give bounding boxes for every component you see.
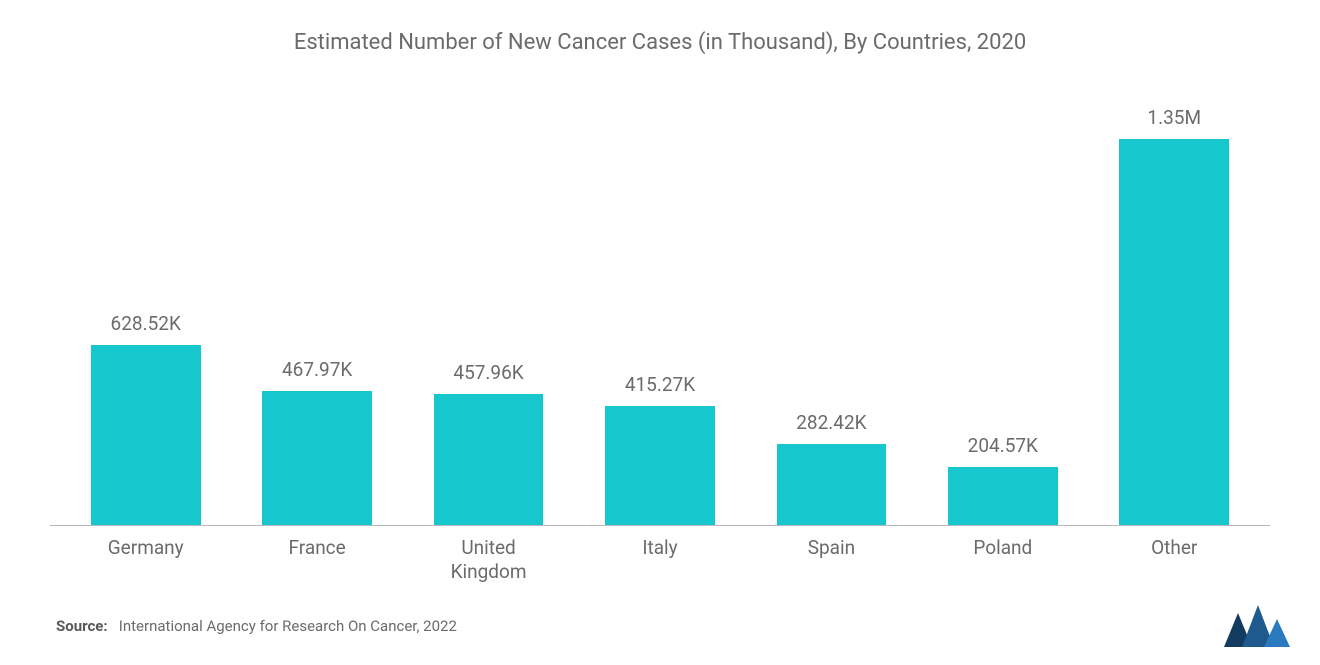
bar (948, 467, 1058, 525)
bar-column: 628.52K (60, 95, 231, 525)
x-axis-label: Poland (917, 536, 1088, 585)
x-axis-label: France (231, 536, 402, 585)
bar-value-label: 467.97K (282, 358, 352, 381)
bar (91, 345, 201, 525)
bar-value-label: 415.27K (625, 373, 695, 396)
bar (1119, 139, 1229, 525)
source-prefix: Source: (56, 617, 108, 635)
bar (434, 394, 544, 525)
bar-value-label: 204.57K (968, 434, 1038, 457)
bar-column: 1.35M (1089, 95, 1260, 525)
plot-area: 628.52K 467.97K 457.96K 415.27K 282.42K 204.5… (50, 95, 1270, 526)
bar (262, 391, 372, 525)
bar-value-label: 1.35M (1147, 106, 1201, 129)
x-axis-label: Other (1089, 536, 1260, 585)
source-text: International Agency for Research On Can… (119, 617, 457, 635)
bar (605, 406, 715, 525)
bar-column: 457.96K (403, 95, 574, 525)
bar-value-label: 282.42K (796, 411, 866, 434)
mordor-logo (1224, 603, 1290, 647)
x-axis-label: Spain (746, 536, 917, 585)
chart-title: Estimated Number of New Cancer Cases (in… (50, 30, 1270, 55)
x-axis-label: Germany (60, 536, 231, 585)
bar-column: 204.57K (917, 95, 1088, 525)
x-axis-labels: GermanyFranceUnitedKingdomItalySpainPola… (50, 526, 1270, 585)
bar-value-label: 457.96K (453, 361, 523, 384)
bar-column: 415.27K (574, 95, 745, 525)
bar-value-label: 628.52K (111, 312, 181, 335)
bar-column: 282.42K (746, 95, 917, 525)
chart-container: Estimated Number of New Cancer Cases (in… (50, 20, 1270, 585)
source-attribution: Source: International Agency for Researc… (56, 617, 457, 635)
x-axis-label: UnitedKingdom (403, 536, 574, 585)
bar-column: 467.97K (231, 95, 402, 525)
x-axis-label: Italy (574, 536, 745, 585)
bar (777, 444, 887, 525)
